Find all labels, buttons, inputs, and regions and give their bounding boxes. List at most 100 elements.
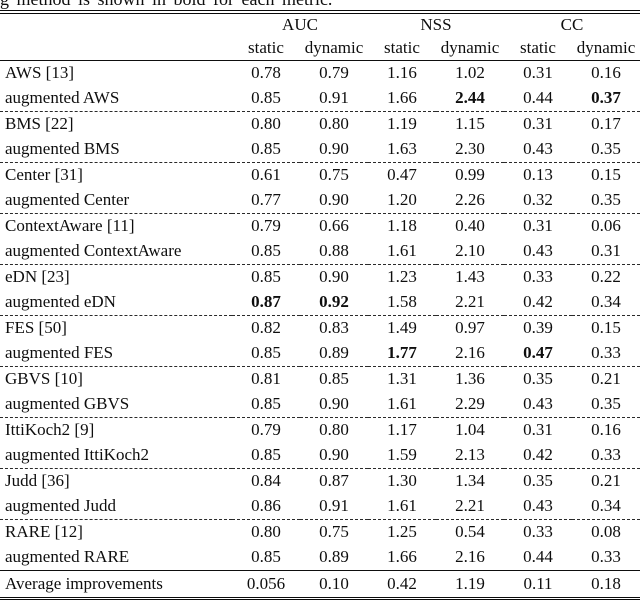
cell-value: 0.91 bbox=[300, 494, 368, 520]
cell-value: 1.19 bbox=[368, 111, 436, 137]
cell-value: 0.31 bbox=[504, 417, 572, 443]
cell-value: 0.85 bbox=[232, 239, 300, 265]
row-label: GBVS [10] bbox=[0, 366, 232, 392]
cell-value: 0.06 bbox=[572, 213, 640, 239]
cell-value: 1.17 bbox=[368, 417, 436, 443]
subheader-label-spacer bbox=[0, 37, 232, 61]
row-label: FES [50] bbox=[0, 315, 232, 341]
cell-value: 2.16 bbox=[436, 545, 504, 571]
cell-value: 0.54 bbox=[436, 519, 504, 545]
cell-value: 0.92 bbox=[300, 290, 368, 316]
row-label: augmented AWS bbox=[0, 86, 232, 112]
cell-value: 0.81 bbox=[232, 366, 300, 392]
row-label: Judd [36] bbox=[0, 468, 232, 494]
cell-value: 0.16 bbox=[572, 417, 640, 443]
cell-value: 1.61 bbox=[368, 239, 436, 265]
cell-value: 0.47 bbox=[504, 341, 572, 367]
cell-value: 0.77 bbox=[232, 188, 300, 214]
cell-value: 0.43 bbox=[504, 494, 572, 520]
cell-value: 1.25 bbox=[368, 519, 436, 545]
cell-value: 1.43 bbox=[436, 264, 504, 290]
cell-value: 0.83 bbox=[300, 315, 368, 341]
cell-value: 0.31 bbox=[572, 239, 640, 265]
cell-value: 0.15 bbox=[572, 315, 640, 341]
results-table: AUC NSS CC static dynamic static dynamic… bbox=[0, 14, 640, 597]
footer-row-label: Average improvements bbox=[0, 570, 232, 597]
cell-value: 1.20 bbox=[368, 188, 436, 214]
cell-value: 0.87 bbox=[232, 290, 300, 316]
cell-value: 0.21 bbox=[572, 366, 640, 392]
cell-value: 0.75 bbox=[300, 162, 368, 188]
row-label: augmented FES bbox=[0, 341, 232, 367]
cell-value: 0.90 bbox=[300, 188, 368, 214]
cell-value: 0.66 bbox=[300, 213, 368, 239]
cell-value: 0.44 bbox=[504, 545, 572, 571]
cell-value: 0.90 bbox=[300, 137, 368, 163]
cell-value: 1.36 bbox=[436, 366, 504, 392]
footer-cell-value: 1.19 bbox=[436, 570, 504, 597]
cell-value: 0.91 bbox=[300, 86, 368, 112]
cell-value: 0.85 bbox=[232, 264, 300, 290]
cell-value: 0.13 bbox=[504, 162, 572, 188]
cell-value: 0.22 bbox=[572, 264, 640, 290]
cell-value: 0.97 bbox=[436, 315, 504, 341]
cell-value: 0.61 bbox=[232, 162, 300, 188]
caption-fragment: g method is shown in bold for each metri… bbox=[0, 0, 640, 9]
cell-value: 0.90 bbox=[300, 443, 368, 469]
cell-value: 0.35 bbox=[572, 392, 640, 418]
cell-value: 0.21 bbox=[572, 468, 640, 494]
cell-value: 0.90 bbox=[300, 264, 368, 290]
cell-value: 0.35 bbox=[504, 468, 572, 494]
sub-header-row: static dynamic static dynamic static dyn… bbox=[0, 37, 640, 61]
cell-value: 0.34 bbox=[572, 494, 640, 520]
cell-value: 1.66 bbox=[368, 86, 436, 112]
cell-value: 0.32 bbox=[504, 188, 572, 214]
cell-value: 1.66 bbox=[368, 545, 436, 571]
row-label: augmented RARE bbox=[0, 545, 232, 571]
footer-cell-value: 0.056 bbox=[232, 570, 300, 597]
cell-value: 0.89 bbox=[300, 545, 368, 571]
cell-value: 0.31 bbox=[504, 60, 572, 86]
cell-value: 0.35 bbox=[572, 188, 640, 214]
cell-value: 1.15 bbox=[436, 111, 504, 137]
cell-value: 0.43 bbox=[504, 239, 572, 265]
row-label: RARE [12] bbox=[0, 519, 232, 545]
cell-value: 0.16 bbox=[572, 60, 640, 86]
row-label: eDN [23] bbox=[0, 264, 232, 290]
row-label: ContextAware [11] bbox=[0, 213, 232, 239]
row-label: Center [31] bbox=[0, 162, 232, 188]
cell-value: 1.18 bbox=[368, 213, 436, 239]
cell-value: 1.04 bbox=[436, 417, 504, 443]
cell-value: 2.21 bbox=[436, 290, 504, 316]
cell-value: 0.85 bbox=[300, 366, 368, 392]
cell-value: 0.35 bbox=[504, 366, 572, 392]
cell-value: 0.17 bbox=[572, 111, 640, 137]
row-label: BMS [22] bbox=[0, 111, 232, 137]
cell-value: 1.61 bbox=[368, 494, 436, 520]
row-label: augmented ContextAware bbox=[0, 239, 232, 265]
cell-value: 0.79 bbox=[300, 60, 368, 86]
cell-value: 0.35 bbox=[572, 137, 640, 163]
cell-value: 0.88 bbox=[300, 239, 368, 265]
subcol-nss-dynamic: dynamic bbox=[436, 37, 504, 61]
cell-value: 2.30 bbox=[436, 137, 504, 163]
cell-value: 0.34 bbox=[572, 290, 640, 316]
cell-value: 2.44 bbox=[436, 86, 504, 112]
cell-value: 0.80 bbox=[300, 111, 368, 137]
cell-value: 0.85 bbox=[232, 545, 300, 571]
cell-value: 1.59 bbox=[368, 443, 436, 469]
cell-value: 1.30 bbox=[368, 468, 436, 494]
metric-group-row: AUC NSS CC bbox=[0, 14, 640, 37]
cell-value: 0.37 bbox=[572, 86, 640, 112]
